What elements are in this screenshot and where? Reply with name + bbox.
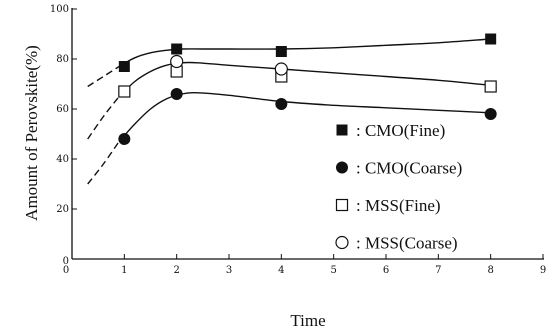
y-tick-label: 80: [56, 54, 69, 65]
x-tick-label: 6: [383, 265, 389, 276]
y-tick-label: 60: [56, 104, 69, 115]
series-0-extrapolation: [87, 65, 120, 88]
x-tick-label: 7: [435, 265, 441, 276]
series-0-point: [485, 33, 497, 45]
series-1-point: [170, 88, 183, 100]
legend-marker-1: [336, 161, 348, 174]
series-1-point: [484, 108, 497, 120]
series-0-curve: [118, 38, 491, 68]
legend-marker-0: [336, 124, 348, 136]
series-1-point: [118, 133, 131, 145]
x-tick-label: 5: [330, 265, 336, 276]
legend-label-2: : MSS(Fine): [356, 196, 441, 215]
y-tick-label: 40: [56, 154, 69, 165]
plot-area: [71, 8, 544, 260]
x-tick-label: 2: [173, 265, 179, 276]
legend-marker-2: [335, 198, 349, 212]
fitted-curves: [87, 38, 491, 185]
series-3-point: [170, 54, 184, 69]
x-tick-label: 9: [540, 265, 546, 276]
data-markers: [118, 33, 497, 145]
y-axis-title: Amount of Perovskite(%): [22, 45, 41, 221]
legend-label-3: : MSS(Coarse): [356, 234, 458, 253]
series-1-point: [275, 98, 288, 110]
y-tick-label: 100: [50, 4, 69, 15]
series-2-point: [118, 85, 131, 98]
series-2-point: [484, 80, 497, 93]
legend: : CMO(Fine) : CMO(Coarse) : MSS(Fine) : MSS…: [335, 121, 462, 253]
series-1-curve: [118, 92, 491, 142]
x-tick-label: 0: [63, 265, 69, 276]
series-3-point: [274, 62, 288, 76]
x-tick-label: 4: [278, 265, 284, 276]
series-1-extrapolation: [87, 141, 120, 185]
x-axis-title: Time: [290, 311, 325, 330]
series-0-point: [171, 43, 183, 55]
legend-label-0: : CMO(Fine): [356, 121, 445, 140]
legend-label-1: : CMO(Coarse): [356, 159, 462, 178]
y-tick-label: 0: [63, 256, 69, 267]
legend-marker-3: [335, 235, 349, 250]
x-tick-label: 8: [487, 265, 493, 276]
y-ticks: 0 20 40 60 80 100: [50, 4, 77, 267]
series-0-point: [118, 61, 130, 72]
y-tick-label: 20: [56, 204, 69, 215]
series-2-curve: [118, 61, 491, 98]
x-ticks: 0 1 2 3 4 5 6 7 8 9: [63, 254, 546, 276]
x-tick-label: 1: [121, 265, 127, 276]
x-tick-label: 3: [226, 265, 232, 276]
series-2-extrapolation: [87, 96, 120, 140]
series-0-point: [275, 46, 287, 57]
